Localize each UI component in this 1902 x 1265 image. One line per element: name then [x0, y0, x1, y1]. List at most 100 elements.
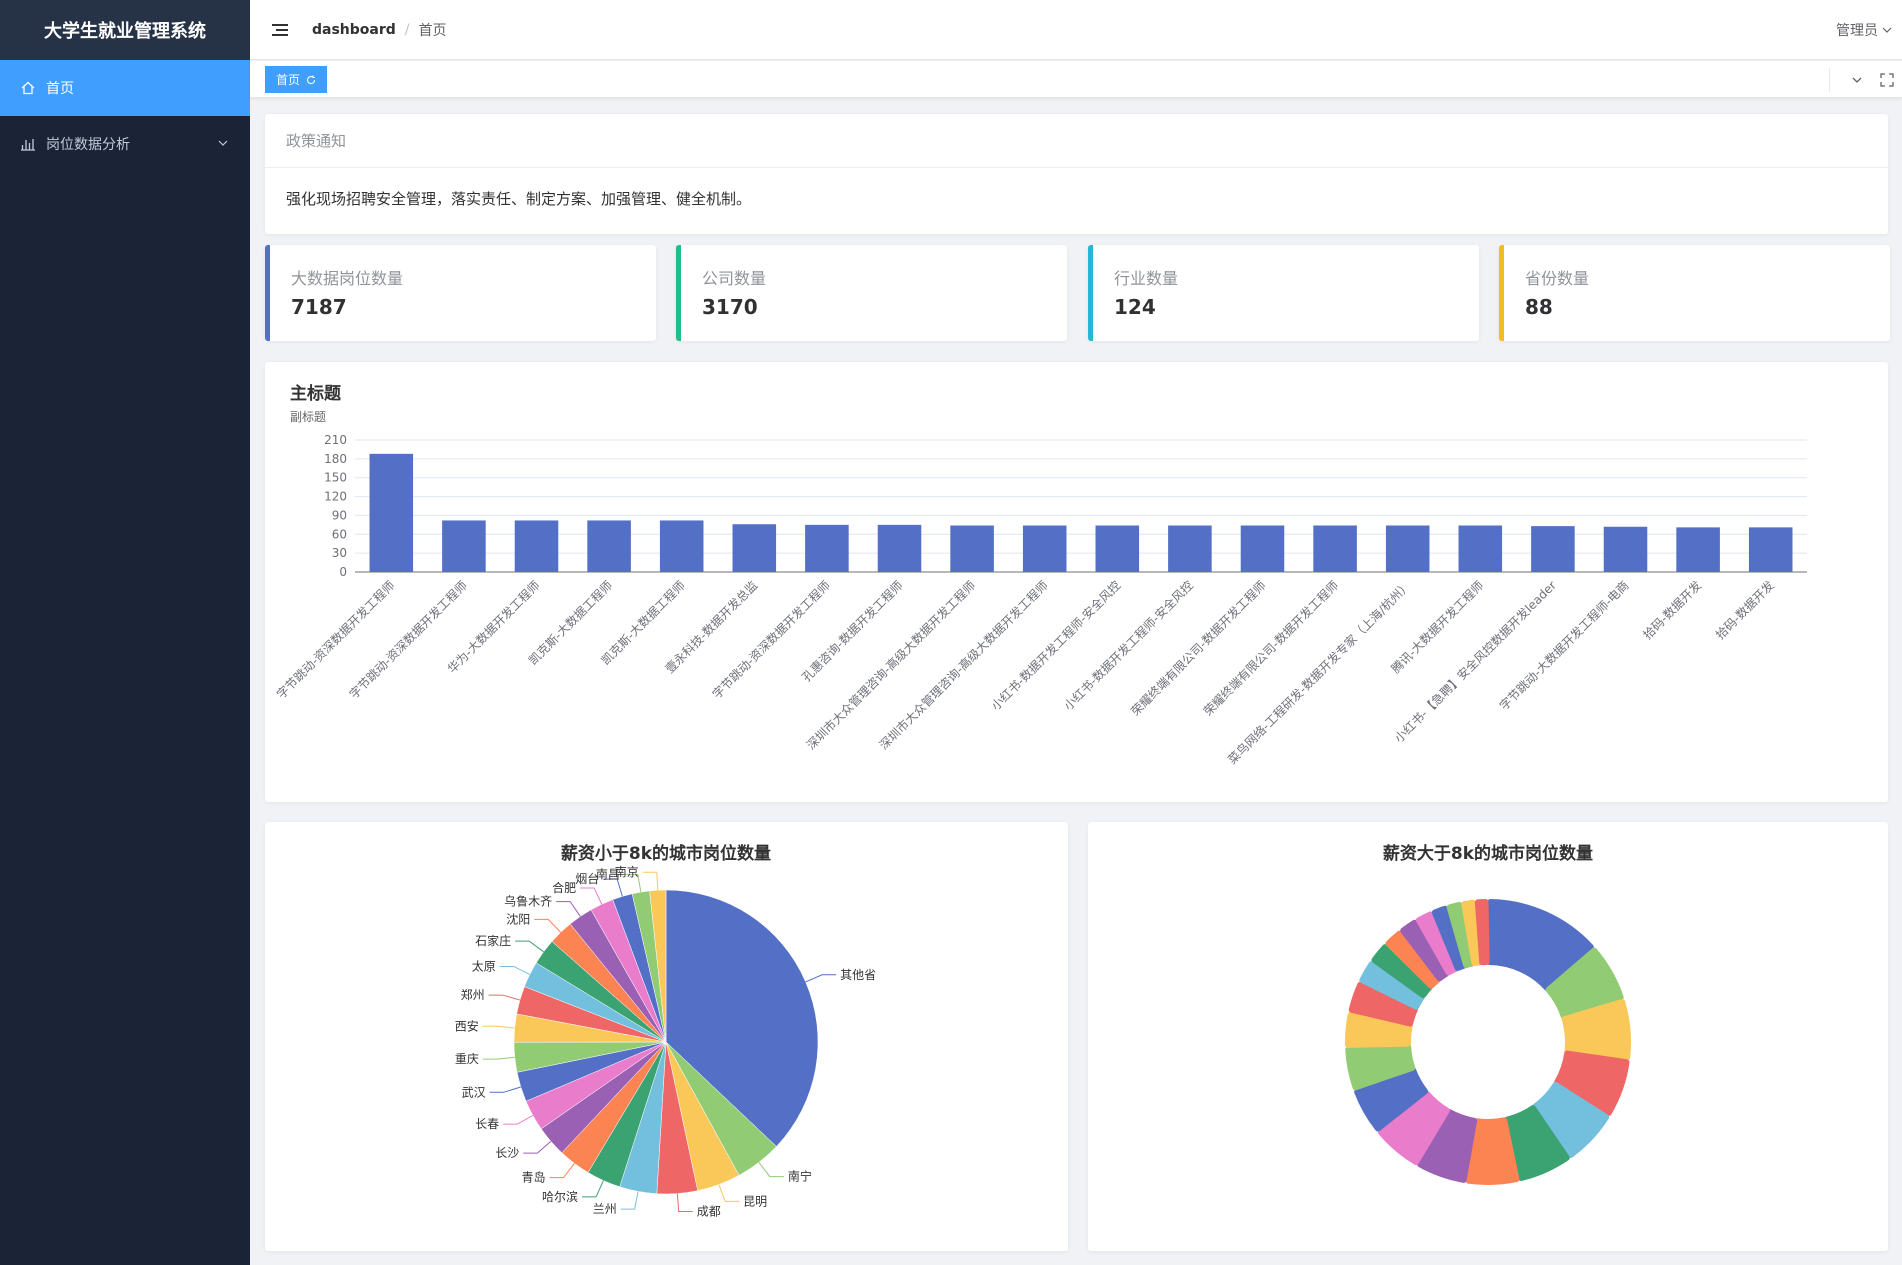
donut-slice[interactable]: [1465, 1117, 1520, 1185]
donut-slice[interactable]: [1417, 1109, 1478, 1183]
divider: [1829, 68, 1830, 92]
chart-title: 主标题: [290, 383, 342, 404]
bar[interactable]: [1676, 527, 1720, 572]
donut-slice[interactable]: [1378, 1090, 1450, 1166]
pie-slice[interactable]: [665, 889, 819, 1147]
x-tick-label: 字节跳动-大数据开发工程师-电商: [1496, 578, 1632, 714]
y-tick-label: 90: [332, 508, 347, 522]
stat-card-companies: 公司数量 3170: [676, 245, 1067, 341]
bar[interactable]: [877, 524, 922, 572]
stat-card-industries: 行业数量 124: [1088, 245, 1479, 341]
bar[interactable]: [1240, 525, 1285, 572]
donut-slice[interactable]: [1532, 1081, 1610, 1158]
tag-label: 首页: [276, 73, 301, 87]
pie-chart-card-high-salary: 薪资大于8k的城市岗位数量: [1088, 822, 1888, 1251]
bar[interactable]: [514, 520, 559, 572]
label-line: [603, 878, 623, 897]
stat-label: 省份数量: [1525, 269, 1590, 288]
label-line: [503, 1114, 534, 1125]
donut-slice[interactable]: [1553, 1050, 1630, 1116]
user-menu[interactable]: 管理员: [1836, 20, 1892, 40]
top-header: dashboard / 首页 管理员: [250, 0, 1902, 60]
y-tick-label: 180: [324, 452, 347, 466]
notice-body: 强化现场招聘安全管理，落实责任、制定方案、加强管理、健全机制。: [286, 190, 752, 208]
notice-title: 政策通知: [265, 114, 1888, 168]
bar[interactable]: [1748, 527, 1793, 572]
donut-slice[interactable]: [1503, 1105, 1570, 1182]
chevron-down-icon: [218, 136, 228, 152]
bar[interactable]: [587, 520, 631, 572]
bar[interactable]: [1168, 525, 1212, 572]
donut-slice[interactable]: [1545, 947, 1624, 1020]
pie-label: 兰州: [593, 1202, 617, 1216]
bar[interactable]: [1603, 526, 1648, 572]
x-tick-label: 深圳市大众管理咨询-高级大数据开发工程师: [803, 578, 978, 753]
label-line: [556, 901, 581, 917]
user-name: 管理员: [1836, 23, 1878, 39]
pie-label: 西安: [455, 1018, 479, 1033]
sidebar-item-label: 首页: [46, 81, 74, 97]
hamburger-icon[interactable]: [272, 21, 290, 39]
pie-label: 石家庄: [475, 933, 511, 948]
label-line: [523, 1140, 552, 1154]
label-line: [580, 887, 603, 905]
bar[interactable]: [805, 524, 849, 572]
pie-label: 郑州: [461, 987, 485, 1002]
bar[interactable]: [659, 520, 704, 572]
bar[interactable]: [1531, 526, 1575, 572]
pie-chart-card-low-salary: 薪资小于8k的城市岗位数量 其他省 南宁 昆明 成都 兰州 哈尔滨 青岛 长沙 长春 武汉 重庆 西安…: [265, 822, 1068, 1251]
fullscreen-icon[interactable]: [1872, 68, 1902, 92]
donut-slice[interactable]: [1486, 899, 1594, 991]
pie-label: 昆明: [743, 1194, 767, 1208]
y-tick-label: 60: [332, 527, 347, 541]
bar[interactable]: [950, 525, 994, 572]
bar[interactable]: [732, 524, 777, 572]
label-line: [489, 1086, 521, 1093]
bar[interactable]: [442, 520, 486, 572]
pie-label: 其他省: [840, 968, 876, 982]
y-tick-label: 0: [339, 565, 347, 579]
label-line: [515, 940, 544, 953]
bar[interactable]: [1458, 525, 1503, 572]
x-tick-label: 小红书-【急聘】安全风控数据开发leader: [1391, 577, 1559, 745]
bar[interactable]: [369, 453, 414, 572]
refresh-icon[interactable]: [306, 75, 316, 85]
label-line: [488, 994, 521, 1001]
policy-notice-card: 政策通知 强化现场招聘安全管理，落实责任、制定方案、加强管理、健全机制。: [265, 114, 1888, 234]
stat-label: 行业数量: [1114, 269, 1179, 288]
bar[interactable]: [1313, 525, 1357, 572]
label-line: [534, 918, 562, 933]
donut-slice[interactable]: [1354, 1067, 1429, 1132]
label-line: [758, 1162, 784, 1178]
bar[interactable]: [1022, 525, 1067, 572]
label-line: [642, 871, 659, 891]
donut-slice[interactable]: [1474, 899, 1490, 966]
x-tick-label: 字节跳动-资深数据开发工程师: [273, 578, 397, 702]
sidebar-item-home[interactable]: 首页: [0, 60, 250, 116]
pie-label: 烟台: [575, 871, 599, 886]
y-tick-label: 120: [324, 490, 347, 504]
donut-slice[interactable]: [1561, 998, 1631, 1061]
stat-label: 公司数量: [702, 269, 767, 288]
bar[interactable]: [1095, 525, 1140, 572]
sidebar-item-job-analysis[interactable]: 岗位数据分析: [0, 116, 250, 172]
chevron-down-icon[interactable]: [1842, 68, 1872, 92]
pie-label: 乌鲁木齐: [504, 894, 552, 909]
app-title: 大学生就业管理系统: [0, 0, 250, 60]
tag-home[interactable]: 首页: [265, 66, 328, 93]
stat-value: 124: [1114, 295, 1156, 319]
breadcrumb-dashboard[interactable]: dashboard: [312, 21, 396, 38]
x-tick-label: 拾码-数据开发: [1712, 578, 1777, 643]
label-line: [499, 965, 531, 975]
bar[interactable]: [1385, 525, 1430, 572]
pie-chart-high-salary: 薪资大于8k的城市岗位数量: [1345, 843, 1631, 1185]
label-line: [676, 1193, 693, 1213]
pie-label: 太原: [472, 958, 496, 973]
pie-label: 哈尔滨: [542, 1189, 578, 1204]
pie-label: 长春: [475, 1117, 499, 1131]
pie-label: 南宁: [788, 1169, 812, 1184]
stat-value: 3170: [702, 295, 758, 319]
pie-label: 南昌: [596, 866, 620, 881]
tags-view: 首页: [250, 61, 1902, 98]
pie-label: 长沙: [495, 1146, 519, 1160]
